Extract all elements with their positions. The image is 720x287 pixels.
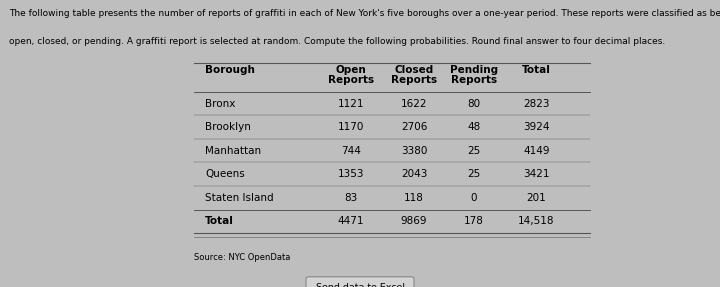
Text: 118: 118 (404, 193, 424, 203)
Text: 25: 25 (467, 146, 480, 156)
Text: 2823: 2823 (523, 99, 549, 108)
Text: 4471: 4471 (338, 216, 364, 226)
Text: 1622: 1622 (401, 99, 427, 108)
Text: Pending
Reports: Pending Reports (450, 65, 498, 85)
Text: 48: 48 (467, 122, 480, 132)
Text: 2706: 2706 (401, 122, 427, 132)
Text: 4149: 4149 (523, 146, 549, 156)
Text: open, closed, or pending. A graffiti report is selected at random. Compute the f: open, closed, or pending. A graffiti rep… (9, 37, 665, 46)
Text: Bronx: Bronx (205, 99, 235, 108)
Text: 9869: 9869 (401, 216, 427, 226)
Text: 1170: 1170 (338, 122, 364, 132)
Text: 3380: 3380 (401, 146, 427, 156)
Text: Brooklyn: Brooklyn (205, 122, 251, 132)
Text: Total: Total (522, 65, 551, 75)
Text: 3421: 3421 (523, 169, 549, 179)
Text: Queens: Queens (205, 169, 245, 179)
Text: 0: 0 (470, 193, 477, 203)
Text: Source: NYC OpenData: Source: NYC OpenData (194, 253, 291, 262)
Text: 83: 83 (344, 193, 357, 203)
Text: Borough: Borough (205, 65, 255, 75)
Text: 1121: 1121 (338, 99, 364, 108)
Text: 178: 178 (464, 216, 484, 226)
Text: Send data to Excel: Send data to Excel (315, 283, 405, 287)
Text: Open
Reports: Open Reports (328, 65, 374, 85)
Text: Manhattan: Manhattan (205, 146, 261, 156)
Text: 744: 744 (341, 146, 361, 156)
Text: Closed
Reports: Closed Reports (391, 65, 437, 85)
Text: The following table presents the number of reports of graffiti in each of New Yo: The following table presents the number … (9, 9, 720, 18)
Text: 25: 25 (467, 169, 480, 179)
Text: Total: Total (205, 216, 234, 226)
Text: 2043: 2043 (401, 169, 427, 179)
Text: 3924: 3924 (523, 122, 549, 132)
Text: 80: 80 (467, 99, 480, 108)
Text: Staten Island: Staten Island (205, 193, 274, 203)
Text: 201: 201 (526, 193, 546, 203)
Text: 1353: 1353 (338, 169, 364, 179)
Text: 14,518: 14,518 (518, 216, 554, 226)
